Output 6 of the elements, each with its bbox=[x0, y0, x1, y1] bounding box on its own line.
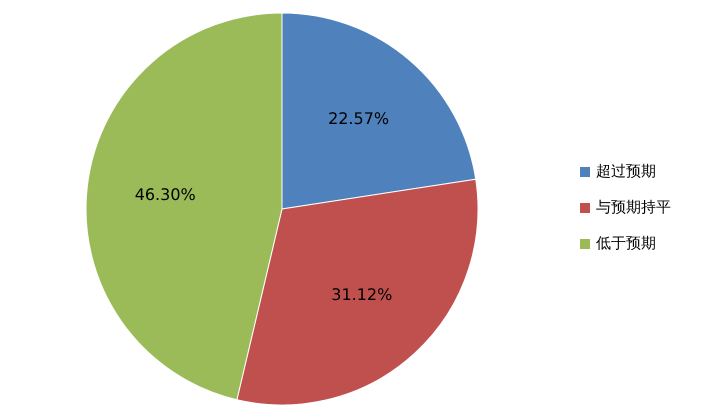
data-label: 46.30% bbox=[134, 184, 196, 204]
legend-label: 与预期持平 bbox=[596, 198, 671, 216]
legend-label: 超过预期 bbox=[596, 162, 656, 180]
legend-label: 低于预期 bbox=[596, 234, 656, 252]
data-label: 22.57% bbox=[328, 109, 390, 128]
data-label: 31.12% bbox=[331, 284, 392, 304]
